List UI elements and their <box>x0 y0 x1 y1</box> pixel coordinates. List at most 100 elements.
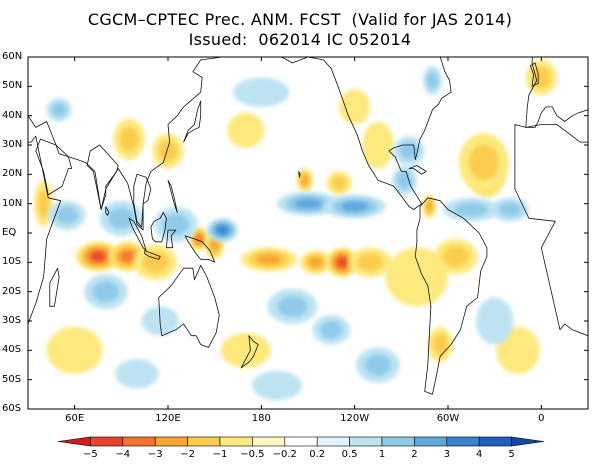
coastline-iceland <box>507 39 519 48</box>
colorbar-swatch <box>57 436 91 447</box>
anomaly-region <box>426 201 433 212</box>
anomaly-region <box>119 126 139 152</box>
lon-label: 60E <box>65 413 85 424</box>
anomaly-region <box>277 295 308 317</box>
anomaly-region <box>426 71 439 90</box>
anomaly-region <box>301 175 309 186</box>
coastlines <box>28 39 588 395</box>
anomaly-region <box>454 202 489 217</box>
lon-label: 120W <box>340 413 370 424</box>
lon-label: 120E <box>155 413 181 424</box>
lat-label: 30N <box>2 139 23 150</box>
colorbar-swatch <box>122 436 156 447</box>
colorbar-label: −4 <box>115 449 131 460</box>
anomaly-region <box>385 247 448 307</box>
axis-ticks <box>28 56 588 410</box>
coastline-greenland <box>463 57 465 58</box>
colorbar-swatch <box>381 436 415 447</box>
coastline-borneo <box>150 212 167 243</box>
lat-label: 50N <box>2 80 23 92</box>
anomaly-region <box>468 145 499 181</box>
coastline-philippines <box>167 179 178 213</box>
anomaly-region <box>294 198 322 209</box>
anomaly-region <box>499 202 522 217</box>
title-line-1: CGCM–CPTEC Prec. ANM. FCST (Valid for JA… <box>87 10 513 29</box>
coastline-java <box>144 250 161 260</box>
lon-label: 0 <box>538 413 545 424</box>
colorbar-swatch <box>90 436 124 447</box>
anomaly-region <box>220 332 271 368</box>
coastline-hawaii <box>298 170 301 178</box>
anomaly-region <box>227 112 265 148</box>
colorbar-label: −0.2 <box>272 449 297 460</box>
anomaly-region <box>233 77 290 107</box>
anomaly-region <box>320 321 343 339</box>
colorbar-swatch <box>154 436 188 447</box>
colorbar-label: −0.5 <box>240 449 265 460</box>
anomaly-region <box>142 251 169 273</box>
coastline-australia <box>158 264 220 348</box>
colorbar-swatch <box>446 436 480 447</box>
coastline-n-america <box>281 57 452 210</box>
anomaly-region <box>252 370 302 401</box>
coastline-nz <box>240 335 259 369</box>
anomaly-region <box>115 359 159 389</box>
anomaly-region <box>331 176 347 191</box>
anomaly-field <box>34 59 557 401</box>
coastline-uk <box>530 62 539 87</box>
colorbar-label: 5 <box>508 449 515 460</box>
colorbar-swatch <box>316 436 350 447</box>
anomaly-region <box>476 297 514 345</box>
anomaly-region <box>162 213 189 235</box>
colorbar-swatch <box>284 436 318 447</box>
colorbar <box>57 436 545 447</box>
anomaly-region <box>158 140 178 162</box>
coastline-africa-east <box>514 124 588 337</box>
coastline-sri-lanka <box>105 206 110 216</box>
anomaly-region <box>46 326 103 374</box>
colorbar-swatch <box>478 436 512 447</box>
anomaly-region <box>432 333 448 356</box>
coastline-africa <box>28 135 62 325</box>
coastline-indochina <box>133 173 152 228</box>
anomaly-region <box>92 281 119 303</box>
lat-label: 60S <box>2 403 22 414</box>
anomaly-region <box>121 251 134 262</box>
colorbar-label: −3 <box>147 449 163 460</box>
coastline-japan <box>183 100 202 143</box>
colorbar-label: 1 <box>378 449 386 460</box>
anomaly-region <box>532 66 551 89</box>
anomaly-region <box>339 89 371 125</box>
anomaly-region <box>364 354 392 376</box>
lat-label: 30S <box>2 315 22 326</box>
anomaly-region <box>217 226 228 234</box>
anomaly-region <box>51 102 67 117</box>
colorbar-label: 4 <box>476 449 483 460</box>
colorbar-swatch <box>414 436 448 447</box>
anomaly-region <box>257 254 282 265</box>
colorbar-swatch <box>349 436 383 447</box>
lat-label: 20S <box>2 285 22 297</box>
colorbar-swatch <box>219 436 253 447</box>
coastline-new-guinea <box>184 235 216 263</box>
colorbar-label: 2 <box>411 449 418 460</box>
colorbar-label: 0.5 <box>341 449 358 460</box>
anomaly-region <box>108 207 135 229</box>
title-line-2: Issued: 062014 IC 052014 <box>188 30 412 49</box>
coastline-europe <box>525 57 588 128</box>
colorbar-swatch <box>252 436 286 447</box>
anomaly-region <box>337 258 347 267</box>
lon-label: 180 <box>251 413 271 424</box>
anomaly-region <box>37 189 50 218</box>
anomaly-region <box>309 257 323 268</box>
colorbar-label: 3 <box>443 449 450 460</box>
anomaly-region <box>362 121 394 169</box>
lat-label: 60N <box>2 51 23 62</box>
anomaly-region <box>92 252 104 261</box>
coastline-arabia <box>35 138 72 196</box>
colorbar-label: −2 <box>180 449 195 460</box>
lat-label: 10S <box>2 256 22 268</box>
colorbar-swatch <box>511 436 545 447</box>
lat-label: EQ <box>2 227 17 238</box>
